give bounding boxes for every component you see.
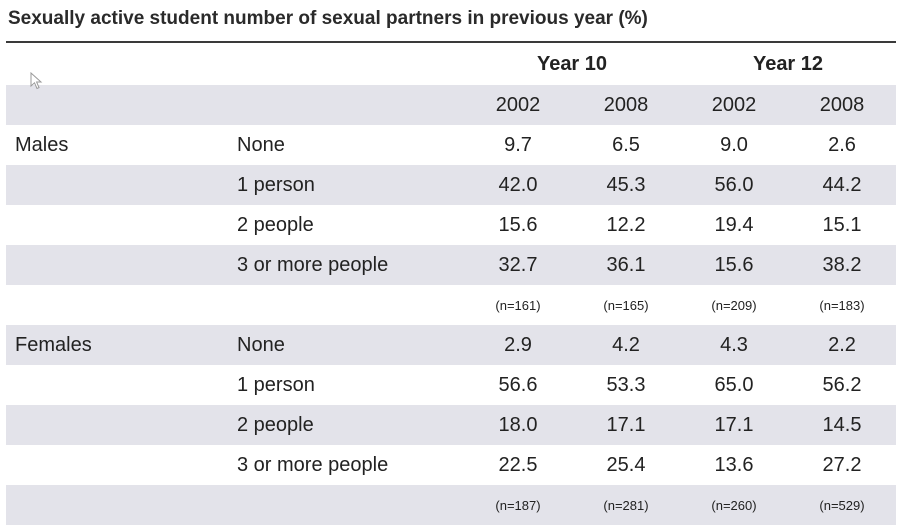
category-label: 3 or more people (237, 453, 389, 476)
group-label-males: Males (15, 133, 69, 156)
table-title: Sexually active student number of sexual… (8, 8, 648, 29)
table-row: 1 person 42.0 45.3 56.0 44.2 (6, 165, 896, 205)
category-label: 2 people (237, 405, 464, 445)
header-year-10: Year 10 (536, 52, 608, 75)
value-cell: 17.1 (572, 405, 680, 445)
table-row: Females None 2.9 4.2 4.3 2.2 (6, 325, 896, 365)
header-year-col: 2008 (788, 85, 896, 125)
value-cell: 32.7 (464, 245, 572, 285)
table-row: 2 people 15.6 12.2 19.4 15.1 (6, 205, 896, 245)
sample-size-cell: (n=529) (788, 485, 896, 525)
header-year-col: 2002 (464, 85, 572, 125)
category-label: 1 person (237, 373, 315, 396)
table-row: 2 people 18.0 17.1 17.1 14.5 (6, 405, 896, 445)
category-label: None (237, 325, 464, 365)
value-cell: 15.6 (680, 245, 788, 285)
header-year-col: 2008 (572, 85, 680, 125)
partners-table: Year 10 Year 12 2002 2008 2002 2008 Male… (6, 43, 896, 525)
sample-size-row: (n=161) (n=165) (n=209) (n=183) (6, 285, 896, 325)
value-cell: 4.3 (680, 325, 788, 365)
value-cell: 56.0 (680, 165, 788, 205)
table-row: Males None 9.7 6.5 9.0 2.6 (6, 125, 896, 165)
value-cell: 44.2 (788, 165, 896, 205)
header-year-col: 2002 (680, 85, 788, 125)
value-cell: 65.0 (714, 373, 754, 396)
header-year-12: Year 12 (752, 52, 824, 75)
value-cell: 14.5 (788, 405, 896, 445)
value-cell: 18.0 (464, 405, 572, 445)
value-cell: 53.3 (606, 373, 646, 396)
value-cell: 17.1 (680, 405, 788, 445)
value-cell: 2.6 (828, 133, 856, 156)
value-cell: 15.1 (822, 213, 862, 236)
category-label: None (237, 133, 285, 156)
table-row: 3 or more people 22.5 25.4 13.6 27.2 (6, 445, 896, 485)
sample-size-cell: (n=183) (819, 297, 865, 313)
table-row: 1 person 56.6 53.3 65.0 56.2 (6, 365, 896, 405)
value-cell: 2.9 (464, 325, 572, 365)
value-cell: 38.2 (788, 245, 896, 285)
value-cell: 19.4 (714, 213, 754, 236)
category-label: 2 people (237, 213, 314, 236)
value-cell: 22.5 (498, 453, 538, 476)
value-cell: 56.2 (822, 373, 862, 396)
value-cell: 2.2 (788, 325, 896, 365)
value-cell: 13.6 (714, 453, 754, 476)
value-cell: 42.0 (464, 165, 572, 205)
sample-size-cell: (n=165) (603, 297, 649, 313)
value-cell: 25.4 (606, 453, 646, 476)
value-cell: 36.1 (572, 245, 680, 285)
value-cell: 6.5 (612, 133, 640, 156)
value-cell: 12.2 (606, 213, 646, 236)
table-row: 3 or more people 32.7 36.1 15.6 38.2 (6, 245, 896, 285)
sample-size-cell: (n=187) (464, 485, 572, 525)
group-label-females: Females (6, 325, 237, 365)
header-row-groups: Year 10 Year 12 (6, 43, 896, 85)
sample-size-row: (n=187) (n=281) (n=260) (n=529) (6, 485, 896, 525)
sample-size-cell: (n=161) (495, 297, 541, 313)
value-cell: 27.2 (822, 453, 862, 476)
value-cell: 9.0 (720, 133, 748, 156)
title-divider (6, 41, 896, 43)
category-label: 3 or more people (237, 245, 464, 285)
value-cell: 9.7 (504, 133, 532, 156)
sample-size-cell: (n=260) (680, 485, 788, 525)
value-cell: 15.6 (498, 213, 538, 236)
sample-size-cell: (n=281) (572, 485, 680, 525)
header-row-years: 2002 2008 2002 2008 (6, 85, 896, 125)
value-cell: 45.3 (572, 165, 680, 205)
value-cell: 4.2 (572, 325, 680, 365)
value-cell: 56.6 (498, 373, 538, 396)
sample-size-cell: (n=209) (711, 297, 757, 313)
mouse-pointer-icon (30, 72, 43, 90)
category-label: 1 person (237, 165, 464, 205)
